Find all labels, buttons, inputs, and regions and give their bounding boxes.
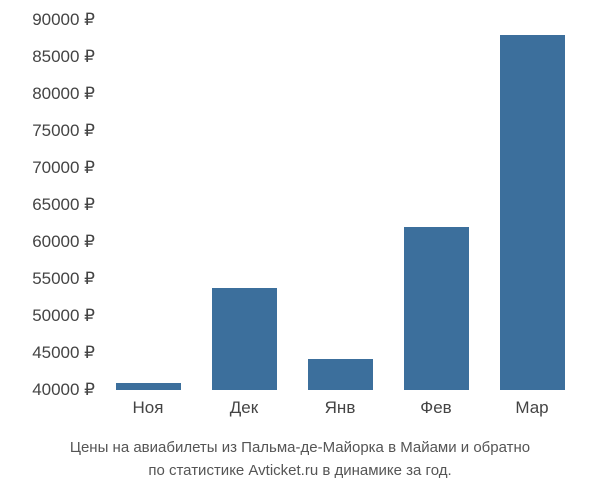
caption-line2: по статистике Avticket.ru в динамике за … bbox=[148, 462, 451, 479]
x-tick-label: Фев bbox=[420, 398, 451, 418]
y-tick-label: 70000 ₽ bbox=[0, 158, 95, 178]
y-tick-label: 60000 ₽ bbox=[0, 232, 95, 252]
x-tick-label: Мар bbox=[515, 398, 548, 418]
x-tick-label: Ноя bbox=[133, 398, 164, 418]
chart-container: 40000 ₽ 45000 ₽ 50000 ₽ 55000 ₽ 60000 ₽ 65000… bbox=[0, 10, 600, 440]
x-tick-label: Дек bbox=[230, 398, 258, 418]
y-tick-label: 45000 ₽ bbox=[0, 343, 95, 363]
chart-caption: Цены на авиабилеты из Пальма-де-Майорка … bbox=[0, 437, 600, 482]
y-tick-label: 75000 ₽ bbox=[0, 121, 95, 141]
bar bbox=[404, 227, 469, 390]
bar bbox=[500, 35, 565, 390]
y-tick-label: 40000 ₽ bbox=[0, 380, 95, 400]
x-tick-label: Янв bbox=[325, 398, 356, 418]
bar bbox=[308, 359, 373, 390]
plot-area bbox=[100, 20, 580, 390]
y-tick-label: 55000 ₽ bbox=[0, 269, 95, 289]
bar bbox=[212, 288, 277, 390]
y-axis: 40000 ₽45000 ₽50000 ₽55000 ₽60000 ₽65000… bbox=[0, 20, 95, 390]
y-tick-label: 50000 ₽ bbox=[0, 306, 95, 326]
y-tick-label: 90000 ₽ bbox=[0, 10, 95, 30]
caption-line1: Цены на авиабилеты из Пальма-де-Майорка … bbox=[70, 439, 530, 456]
bar bbox=[116, 383, 181, 390]
x-axis: Ноя Дек Янв Фев Мар bbox=[100, 398, 580, 428]
y-tick-label: 85000 ₽ bbox=[0, 47, 95, 67]
y-tick-label: 65000 ₽ bbox=[0, 195, 95, 215]
y-tick-label: 80000 ₽ bbox=[0, 84, 95, 104]
